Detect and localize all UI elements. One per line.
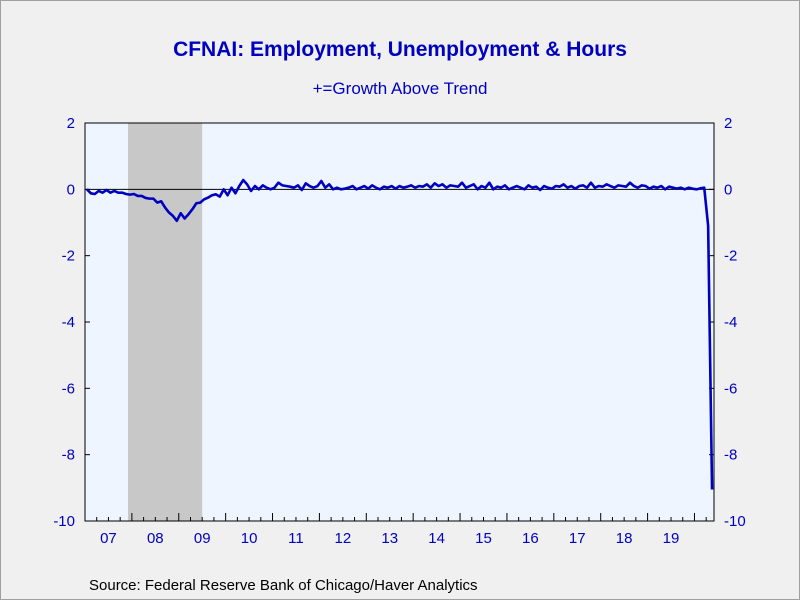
y-tick-label-right: -2 (724, 248, 737, 265)
y-tick-label-right: 2 (724, 115, 732, 132)
y-tick-label-right: -8 (724, 447, 737, 464)
x-tick-label: 13 (381, 530, 398, 547)
x-tick-label: 19 (663, 530, 680, 547)
chart-title: CFNAI: Employment, Unemployment & Hours (173, 38, 627, 61)
y-tick-label-left: -8 (62, 447, 75, 464)
y-tick-label-left: -6 (62, 380, 75, 397)
x-tick-label: 10 (241, 530, 258, 547)
x-tick-label: 18 (616, 530, 633, 547)
y-tick-label-left: -4 (62, 314, 75, 331)
chart-subtitle: +=Growth Above Trend (312, 79, 488, 98)
y-tick-label-right: -6 (724, 380, 737, 397)
y-tick-label-left: 2 (67, 115, 75, 132)
source-note: Source: Federal Reserve Bank of Chicago/… (89, 577, 478, 594)
x-tick-label: 16 (522, 530, 539, 547)
x-tick-label: 12 (335, 530, 352, 547)
y-tick-label-right: -4 (724, 314, 737, 331)
x-tick-label: 11 (288, 530, 304, 547)
x-tick-label: 08 (147, 530, 164, 547)
y-tick-label-left: 0 (67, 181, 75, 198)
x-tick-label: 15 (475, 530, 492, 547)
series-line (86, 178, 714, 490)
plot-border (84, 122, 715, 522)
y-tick-label-left: -2 (62, 248, 75, 265)
x-tick-label: 07 (100, 530, 117, 547)
x-tick-label: 17 (569, 530, 586, 547)
y-tick-label-left: -10 (53, 513, 75, 530)
x-tick-label: 09 (194, 530, 211, 547)
x-tick-label: 14 (428, 530, 445, 547)
recession-shading (127, 123, 203, 521)
y-tick-label-right: 0 (724, 181, 732, 198)
y-tick-label-right: -10 (724, 513, 746, 530)
